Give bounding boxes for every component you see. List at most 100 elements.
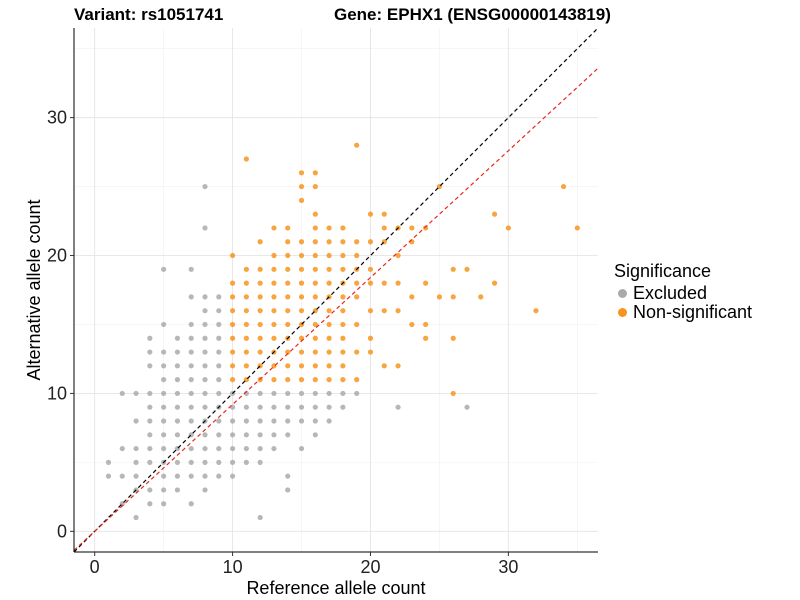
point-excluded xyxy=(354,390,360,397)
point-non-significant xyxy=(257,349,263,355)
point-non-significant xyxy=(340,308,346,314)
legend-label-non-significant: Non-significant xyxy=(633,302,753,322)
point-excluded xyxy=(188,335,194,341)
point-non-significant xyxy=(395,280,401,286)
point-non-significant xyxy=(450,335,456,341)
point-non-significant xyxy=(423,321,429,328)
y-tick-label: 10 xyxy=(47,383,67,403)
point-excluded xyxy=(202,308,208,314)
point-non-significant xyxy=(298,239,305,245)
point-excluded xyxy=(326,404,332,410)
point-excluded xyxy=(188,266,194,272)
point-non-significant xyxy=(271,280,277,286)
legend-key-non-significant xyxy=(618,308,627,317)
point-non-significant xyxy=(312,252,318,259)
point-excluded xyxy=(243,404,249,410)
y-tick-label: 20 xyxy=(47,246,67,266)
point-non-significant xyxy=(367,308,374,314)
point-non-significant xyxy=(285,377,291,383)
point-excluded xyxy=(298,418,305,424)
point-excluded xyxy=(147,432,153,438)
point-non-significant xyxy=(423,335,429,341)
point-non-significant xyxy=(450,390,456,397)
point-excluded xyxy=(202,294,208,300)
point-excluded xyxy=(257,445,263,452)
point-non-significant xyxy=(312,335,318,341)
x-tick-label: 10 xyxy=(223,557,243,577)
point-non-significant xyxy=(367,280,374,286)
reference-lines xyxy=(73,27,599,553)
y-tick-label: 30 xyxy=(47,108,67,128)
point-excluded xyxy=(257,514,263,521)
point-excluded xyxy=(188,445,194,452)
point-excluded xyxy=(202,363,208,369)
point-non-significant xyxy=(229,335,236,341)
point-non-significant xyxy=(326,308,332,314)
point-excluded xyxy=(147,349,153,355)
data-points xyxy=(105,142,580,521)
point-non-significant xyxy=(285,252,291,259)
point-non-significant xyxy=(423,225,429,231)
point-non-significant xyxy=(285,321,291,328)
point-non-significant xyxy=(505,225,511,231)
point-non-significant xyxy=(354,321,360,328)
identity-line xyxy=(73,27,599,553)
point-excluded xyxy=(188,501,194,507)
point-excluded xyxy=(312,418,318,424)
point-excluded xyxy=(147,418,153,424)
point-non-significant xyxy=(312,294,318,300)
point-non-significant xyxy=(271,294,277,300)
point-excluded xyxy=(257,404,263,410)
point-excluded xyxy=(133,445,139,452)
point-non-significant xyxy=(257,280,263,286)
point-non-significant xyxy=(312,170,318,176)
point-non-significant xyxy=(340,266,346,272)
point-excluded xyxy=(243,418,249,424)
point-non-significant xyxy=(312,211,318,217)
point-excluded xyxy=(202,445,208,452)
point-non-significant xyxy=(243,156,249,162)
point-excluded xyxy=(285,404,291,410)
point-non-significant xyxy=(533,308,539,314)
point-non-significant xyxy=(243,308,249,314)
point-non-significant xyxy=(312,280,318,286)
point-non-significant xyxy=(354,349,360,355)
point-non-significant xyxy=(298,363,305,369)
point-excluded xyxy=(340,404,346,410)
point-non-significant xyxy=(423,280,429,286)
point-non-significant xyxy=(354,280,360,286)
point-excluded xyxy=(161,501,167,507)
point-non-significant xyxy=(450,266,456,272)
point-excluded xyxy=(202,183,208,190)
point-excluded xyxy=(202,432,208,438)
point-excluded xyxy=(188,294,194,300)
point-non-significant xyxy=(298,377,305,383)
point-excluded xyxy=(161,363,167,369)
point-non-significant xyxy=(243,321,249,328)
point-excluded xyxy=(161,487,167,493)
point-non-significant xyxy=(340,321,346,328)
point-non-significant xyxy=(229,280,236,286)
point-excluded xyxy=(174,418,181,424)
point-non-significant xyxy=(312,239,318,245)
point-non-significant xyxy=(340,377,346,383)
point-excluded xyxy=(243,459,249,465)
point-excluded xyxy=(161,349,167,355)
point-excluded xyxy=(174,473,181,479)
point-non-significant xyxy=(367,211,374,217)
point-excluded xyxy=(216,349,222,355)
point-non-significant xyxy=(381,363,387,369)
point-non-significant xyxy=(257,294,263,300)
point-excluded xyxy=(174,363,181,369)
point-non-significant xyxy=(271,335,277,341)
point-excluded xyxy=(229,432,236,438)
point-non-significant xyxy=(491,211,498,217)
point-non-significant xyxy=(367,349,374,355)
grid-lines xyxy=(74,28,598,552)
point-non-significant xyxy=(298,252,305,259)
point-excluded xyxy=(202,335,208,341)
point-excluded xyxy=(202,225,208,231)
point-excluded xyxy=(312,404,318,410)
point-excluded xyxy=(285,432,291,438)
point-non-significant xyxy=(381,308,387,314)
